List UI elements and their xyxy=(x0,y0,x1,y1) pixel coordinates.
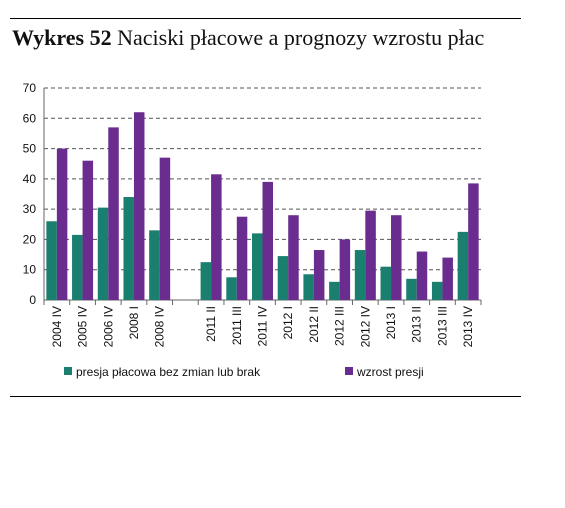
bar-wzrost-presji xyxy=(211,174,222,300)
bar-presja-placowa xyxy=(149,230,160,300)
x-tick-label: 2013 I xyxy=(384,306,398,339)
y-tick-label: 30 xyxy=(23,202,37,216)
bar-wzrost-presji xyxy=(56,148,68,300)
bar-wzrost-presji xyxy=(313,250,325,300)
bar-presja-placowa xyxy=(252,233,263,300)
bar-wzrost-presji xyxy=(236,216,248,300)
figure-label: Wykres 52 xyxy=(12,25,112,50)
y-tick-label: 0 xyxy=(29,293,36,307)
bar-wzrost-presji xyxy=(339,239,351,300)
bar-presja-placowa xyxy=(72,234,83,300)
legend-label: wzrost presji xyxy=(356,365,424,379)
y-tick-label: 60 xyxy=(23,111,37,125)
bar-wzrost-presji xyxy=(133,112,145,300)
legend-swatch xyxy=(64,367,72,375)
x-tick-label: 2012 IV xyxy=(358,306,372,347)
x-tick-label: 2012 III xyxy=(333,306,347,346)
x-tick-label: 2012 II xyxy=(307,306,321,343)
bar-presja-placowa xyxy=(200,262,212,300)
top-rule xyxy=(10,18,521,19)
bar-wzrost-presji xyxy=(468,183,479,300)
bar-wzrost-presji xyxy=(159,157,171,300)
bar-wzrost-presji xyxy=(262,181,273,300)
x-tick-label: 2013 IV xyxy=(461,306,475,347)
x-tick-label: 2008 I xyxy=(127,306,141,339)
bar-presja-placowa xyxy=(303,274,314,300)
x-tick-label: 2006 IV xyxy=(101,306,115,347)
bar-presja-placowa xyxy=(277,256,289,300)
x-tick-label: 2013 III xyxy=(435,306,449,346)
bar-presja-placowa xyxy=(329,281,340,300)
x-tick-label: 2005 IV xyxy=(76,306,90,347)
x-tick-label: 2011 IV xyxy=(256,306,270,346)
bar-presja-placowa xyxy=(46,221,57,300)
bar-presja-placowa xyxy=(406,278,417,300)
y-tick-label: 20 xyxy=(23,232,37,246)
y-tick-label: 50 xyxy=(23,142,37,156)
x-tick-label: 2012 I xyxy=(281,306,295,339)
x-tick-label: 2004 IV xyxy=(50,306,64,347)
bar-presja-placowa xyxy=(354,250,366,300)
bar-wzrost-presji xyxy=(288,215,299,300)
bar-wzrost-presji xyxy=(365,210,376,300)
bar-presja-placowa xyxy=(431,281,443,300)
x-tick-label: 2008 IV xyxy=(153,306,167,347)
figure-title-text: Naciski płacowe a prognozy wzrostu płac xyxy=(117,25,485,50)
bar-presja-placowa xyxy=(457,231,469,300)
y-tick-label: 10 xyxy=(23,263,37,277)
bar-presja-placowa xyxy=(97,207,109,300)
x-tick-label: 2011 III xyxy=(230,306,244,345)
x-tick-label: 2011 II xyxy=(204,306,218,342)
legend-swatch xyxy=(345,367,353,375)
y-tick-label: 70 xyxy=(23,81,37,95)
bar-wzrost-presji xyxy=(108,127,119,300)
bar-presja-placowa xyxy=(226,277,237,300)
bar-wzrost-presji xyxy=(442,257,453,300)
bar-wzrost-presji xyxy=(416,251,428,300)
legend-label: presja płacowa bez zmian lub brak xyxy=(76,365,261,379)
y-tick-label: 40 xyxy=(23,172,37,186)
figure-title: Wykres 52 Naciski płacowe a prognozy wzr… xyxy=(12,24,518,52)
bar-presja-placowa xyxy=(123,197,134,300)
x-tick-label: 2013 II xyxy=(410,306,424,343)
bar-wzrost-presji xyxy=(82,160,94,300)
bar-wzrost-presji xyxy=(391,215,402,300)
bar-presja-placowa xyxy=(380,266,392,300)
bottom-rule xyxy=(10,396,521,397)
